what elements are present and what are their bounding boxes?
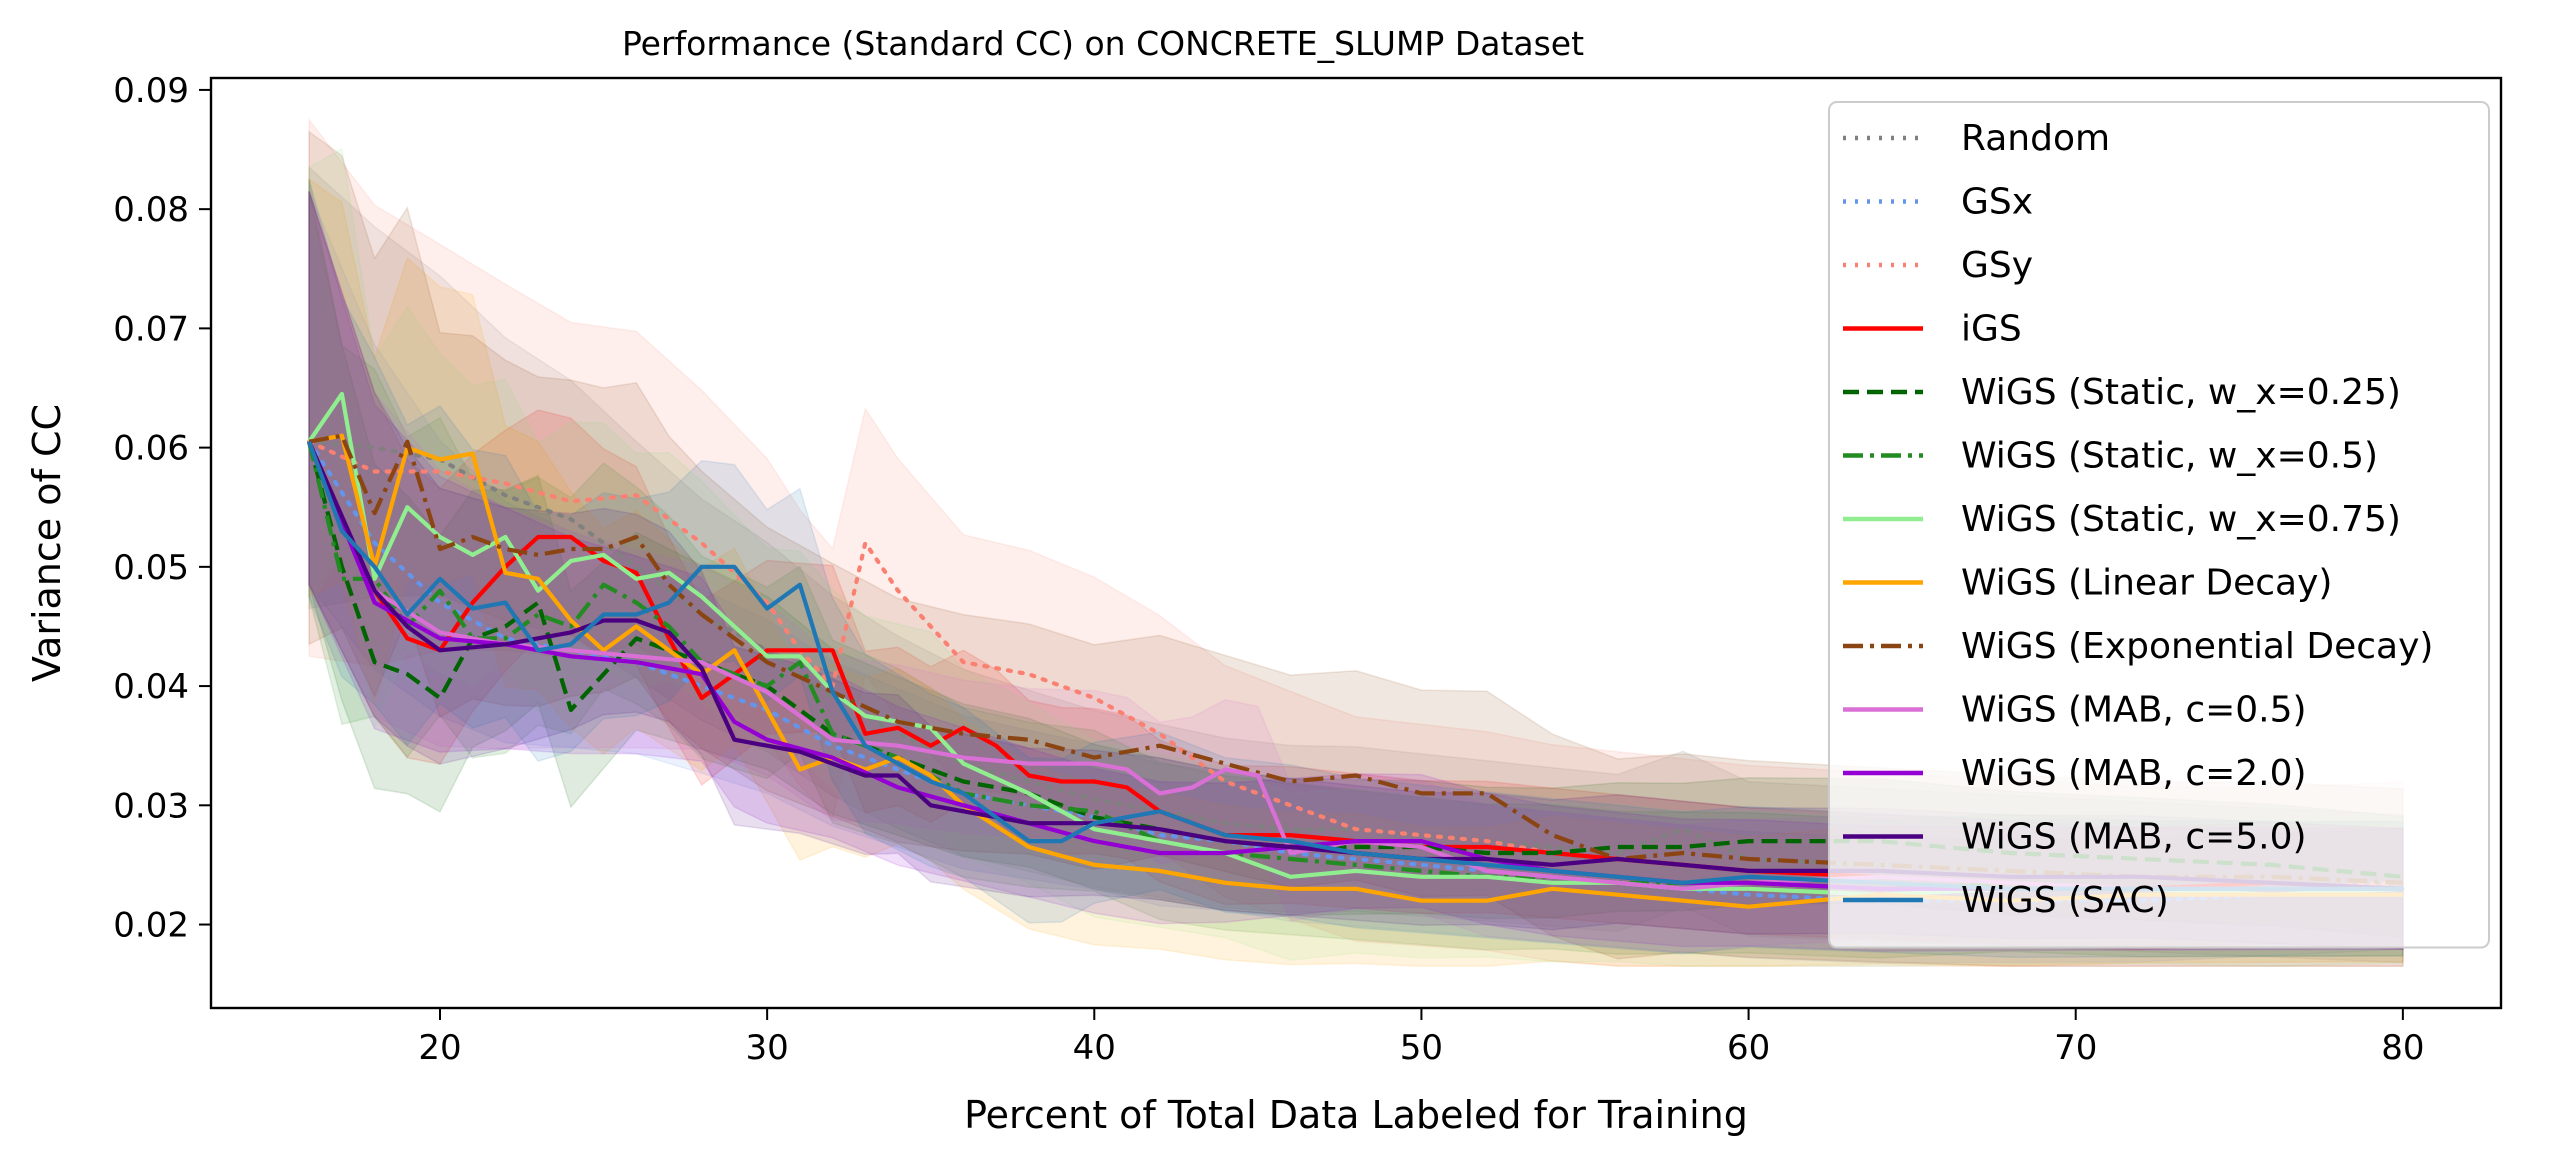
y-tick-label: 0.08 (113, 190, 189, 230)
legend-label-gsx: GSx (1961, 182, 2033, 223)
legend-label-wigs-linear-decay: WiGS (Linear Decay) (1961, 563, 2332, 604)
y-tick-label: 0.06 (113, 429, 189, 469)
legend-label-wigs-mab-c-0-5: WiGS (MAB, c=0.5) (1961, 690, 2307, 731)
series-line-wigs-static-w-x-0-25 (307, 441, 2404, 879)
band-wigs-linear-decay (308, 177, 2404, 968)
legend-label-wigs-mab-c-2-0: WiGS (MAB, c=2.0) (1961, 753, 2307, 794)
legend-label-wigs-sac: WiGS (SAC) (1961, 880, 2169, 921)
y-tick-label: 0.04 (113, 667, 189, 707)
x-tick-label: 40 (1073, 1028, 1116, 1068)
legend-label-wigs-mab-c-5-0: WiGS (MAB, c=5.0) (1961, 817, 2307, 858)
y-tick-label: 0.09 (113, 71, 189, 111)
x-axis-label: Percent of Total Data Labeled for Traini… (964, 1093, 1748, 1137)
legend-box (1828, 101, 2490, 949)
series-line-random (307, 439, 2405, 891)
legend-label-wigs-exponential-decay: WiGS (Exponential Decay) (1961, 626, 2433, 667)
series-lines (307, 391, 2405, 909)
y-tick-label: 0.03 (113, 786, 189, 826)
legend-label-wigs-static-w-x-0-25: WiGS (Static, w_x=0.25) (1961, 372, 2401, 413)
x-axis-ticks: 20 30 40 50 60 70 80 (418, 1008, 2424, 1068)
y-axis-label: Variance of CC (25, 404, 69, 682)
series-line-wigs-sac (307, 440, 2403, 891)
x-tick-label: 20 (418, 1028, 461, 1068)
chart-title: Performance (Standard CC) on CONCRETE_SL… (622, 24, 1584, 63)
legend: Random GSx GSy iGS WiGS (Static, w_x=0.25) Wi… (1828, 101, 2490, 949)
series-line-gsx (307, 439, 2405, 903)
y-tick-label: 0.07 (113, 309, 189, 349)
y-axis-ticks: 0.02 0.03 0.04 0.05 0.06 0.07 0.08 0.09 (113, 71, 211, 946)
plot-frame (209, 76, 2503, 1010)
series-line-wigs-linear-decay (308, 433, 2403, 909)
legend-label-random: Random (1961, 118, 2110, 159)
y-tick-label: 0.02 (113, 906, 189, 946)
x-tick-label: 50 (1400, 1028, 1443, 1068)
band-gsy (308, 117, 2404, 968)
band-wigs-mab-c-2-0 (308, 191, 2404, 952)
legend-label-igs: iGS (1961, 309, 2022, 350)
x-tick-label: 60 (1727, 1028, 1770, 1068)
legend-label-gsy: GSy (1961, 245, 2033, 286)
x-tick-label: 30 (746, 1028, 789, 1068)
series-line-wigs-exponential-decay (308, 433, 2403, 885)
x-tick-label: 70 (2054, 1028, 2097, 1068)
y-tick-label: 0.05 (113, 548, 189, 588)
legend-label-wigs-static-w-x-0-75: WiGS (Static, w_x=0.75) (1961, 499, 2401, 540)
x-tick-label: 80 (2381, 1028, 2424, 1068)
legend-label-wigs-static-w-x-0-5: WiGS (Static, w_x=0.5) (1961, 436, 2378, 477)
band-gsx (308, 191, 2404, 964)
series-line-wigs-mab-c-2-0 (307, 440, 2403, 891)
